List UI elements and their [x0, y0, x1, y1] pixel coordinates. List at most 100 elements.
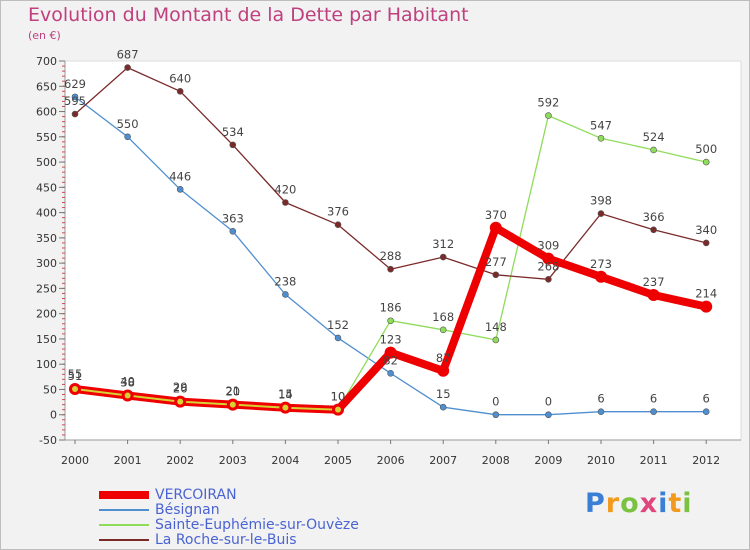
data-label: 592	[537, 96, 559, 110]
data-point	[492, 336, 500, 344]
data-point-center	[335, 406, 341, 413]
data-point	[439, 326, 447, 334]
data-label: 6	[703, 392, 710, 406]
logo-letter: x	[639, 488, 659, 519]
legend-item: VERCOIRAN	[99, 487, 359, 503]
data-label: 0	[545, 395, 552, 409]
data-label: 550	[117, 117, 139, 131]
data-label: 398	[590, 194, 612, 208]
data-label: 309	[537, 239, 559, 253]
data-label: 14	[278, 388, 293, 402]
data-point	[334, 334, 342, 342]
data-label: 595	[64, 94, 86, 108]
data-label: 82	[383, 353, 398, 367]
data-label: 40	[120, 375, 135, 389]
data-point	[700, 300, 713, 313]
y-tick-label: 600	[36, 106, 57, 119]
data-point	[489, 221, 502, 234]
data-label: 186	[380, 301, 402, 315]
data-label: 500	[695, 142, 717, 156]
data-label: 340	[695, 223, 717, 237]
unit-label: (en €)	[28, 29, 61, 42]
legend-item: La Roche-sur-le-Buis	[99, 531, 359, 548]
legend-item: Bésignan	[99, 501, 359, 518]
data-label: 10	[331, 390, 346, 404]
data-point	[229, 141, 237, 149]
y-tick-label: 500	[36, 156, 57, 169]
x-tick-label: 2000	[61, 454, 89, 467]
x-tick-label: 2001	[114, 454, 142, 467]
data-point	[387, 265, 394, 273]
data-point-center	[282, 404, 289, 411]
data-label: 446	[169, 169, 191, 183]
logo-letter: i	[658, 488, 669, 519]
y-tick-label: 450	[36, 181, 57, 194]
legend-label: Bésignan	[155, 501, 220, 518]
data-point	[595, 270, 607, 283]
legend-swatch	[99, 490, 149, 499]
data-label: 20	[225, 385, 240, 399]
data-label: 687	[117, 48, 139, 62]
data-point	[542, 252, 555, 265]
data-label: 268	[537, 259, 559, 273]
data-label: 370	[485, 208, 507, 222]
data-label: 6	[597, 392, 604, 406]
data-labels: 51 38 26 20 14 101238737030927323721462955044…	[64, 48, 717, 409]
y-tick-label: 550	[36, 131, 57, 144]
data-label: 524	[643, 130, 665, 144]
logo-letter: i	[682, 488, 693, 519]
data-label: 273	[590, 257, 612, 271]
data-point	[439, 403, 447, 411]
data-point	[545, 411, 552, 419]
series-line-highlight	[74, 388, 339, 411]
data-label: 237	[643, 275, 665, 289]
legend-item: Sainte-Euphémie-sur-Ouvèze	[99, 516, 359, 533]
y-tick-label: 200	[36, 308, 57, 321]
x-tick-label: 2012	[692, 454, 720, 467]
data-label: 238	[274, 274, 296, 288]
series-la-roche-sur-le-buis	[71, 64, 710, 283]
y-tick-label: 400	[36, 207, 57, 220]
data-label: 51	[68, 369, 83, 383]
data-point	[545, 112, 552, 119]
data-label: 15	[278, 387, 293, 401]
data-point	[229, 227, 237, 235]
data-point	[702, 158, 710, 166]
data-label: 55	[68, 367, 83, 381]
data-point	[597, 210, 605, 217]
data-point	[437, 364, 450, 377]
data-label: 38	[120, 376, 135, 390]
data-point	[702, 239, 710, 247]
data-point	[176, 186, 184, 193]
data-label: 288	[380, 249, 402, 263]
data-label: 420	[274, 182, 296, 196]
data-point-center	[72, 385, 78, 392]
data-label: 363	[222, 211, 244, 225]
data-label: 152	[327, 318, 349, 332]
x-tick-label: 2009	[534, 454, 562, 467]
data-label: 0	[492, 395, 499, 409]
x-tick-label: 2005	[324, 454, 352, 467]
series-lines	[69, 64, 713, 419]
x-tick-label: 2004	[271, 454, 299, 467]
data-label: 277	[485, 255, 507, 269]
series-line	[337, 114, 707, 411]
data-label: 547	[590, 118, 612, 132]
data-point	[71, 110, 79, 118]
data-label: 10	[331, 390, 346, 404]
x-tick-label: 2008	[482, 454, 510, 467]
legend-label: La Roche-sur-le-Buis	[155, 531, 297, 548]
data-label: 148	[485, 320, 507, 334]
legend-label: Sainte-Euphémie-sur-Ouvèze	[155, 516, 359, 533]
logo-letter: P	[585, 488, 606, 519]
x-tick-label: 2006	[377, 454, 405, 467]
proxiti-logo: Proxiti	[585, 488, 693, 519]
y-tick-label: 650	[36, 80, 57, 93]
y-tick-label: 100	[36, 358, 57, 371]
data-point-center	[124, 392, 131, 399]
data-point	[597, 135, 605, 142]
y-tick-label: 300	[36, 257, 57, 270]
data-point	[650, 408, 657, 416]
data-point	[597, 408, 605, 416]
legend-swatch	[99, 538, 149, 541]
